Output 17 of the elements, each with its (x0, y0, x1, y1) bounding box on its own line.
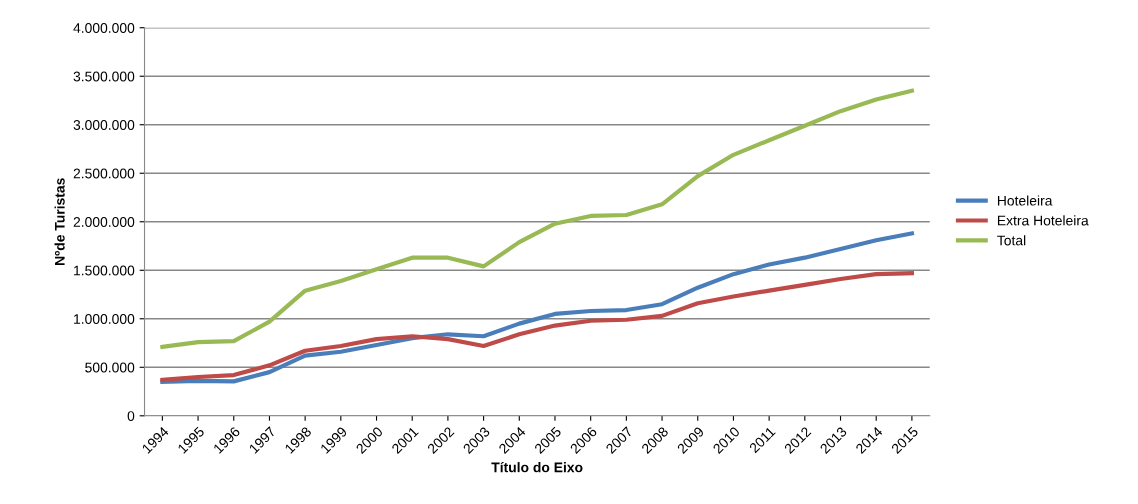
line-series (160, 231, 914, 384)
legend-label: Hoteleira (997, 195, 1053, 206)
x-axis-title: Título do Eixo (491, 461, 583, 473)
y-tick-label: 4.000.000 (73, 23, 135, 33)
y-tick-label: 3.500.000 (73, 71, 135, 82)
legend-label: Extra Hoteleira (997, 215, 1089, 226)
y-tick-label: 1.000.000 (74, 314, 135, 324)
y-axis-title: Nºde Turistas (54, 178, 65, 265)
legend-label: Total (997, 235, 1026, 246)
y-tick-label: 3.000.000 (73, 120, 135, 130)
y-tick-label: 0 (127, 411, 135, 421)
y-tick-label: 500.000 (85, 362, 135, 373)
y-tick-label: 2.000.000 (73, 217, 135, 227)
y-tick-label: 2.500.000 (73, 168, 135, 179)
y-tick-label: 1.500.000 (74, 265, 135, 276)
line-series (160, 271, 914, 382)
line-series (160, 88, 914, 350)
